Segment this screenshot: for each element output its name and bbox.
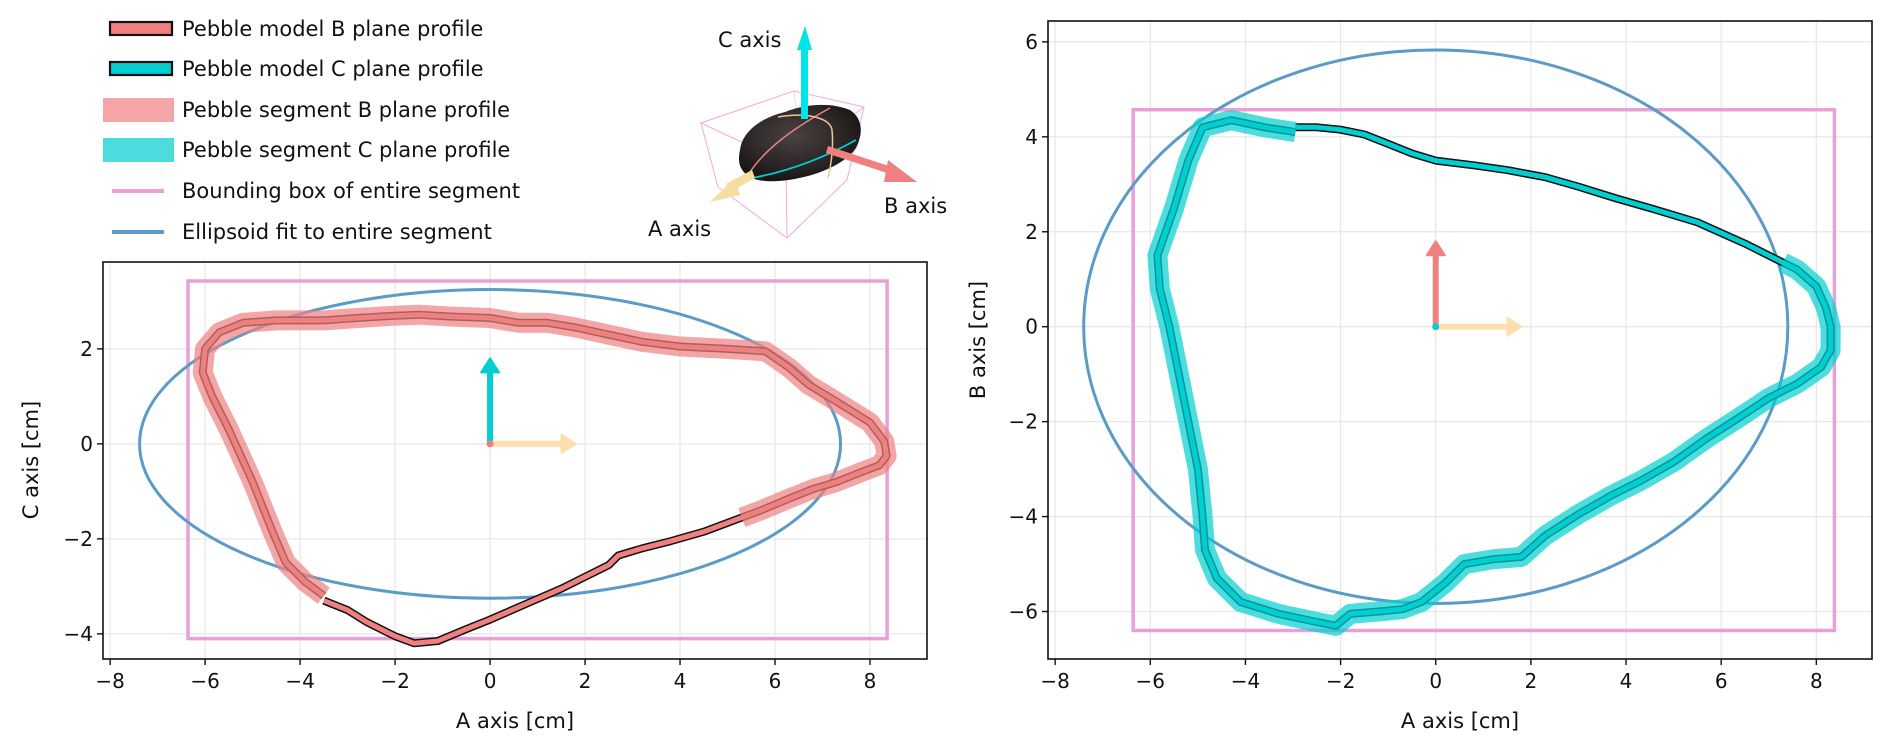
axis-arrow-head xyxy=(480,357,501,374)
x-tick-label: 0 xyxy=(1429,669,1442,693)
axis-arrow-head xyxy=(1425,240,1446,257)
x-axis-label: A axis [cm] xyxy=(456,709,574,733)
x-tick-label: −8 xyxy=(1040,669,1069,693)
legend-label: Pebble model B plane profile xyxy=(182,17,483,41)
c-axis-arrow xyxy=(797,26,812,119)
pebble-c-profile-line xyxy=(751,139,857,179)
y-tick-label: −2 xyxy=(64,527,93,551)
y-tick-label: −6 xyxy=(1009,600,1038,624)
y-tick-label: −4 xyxy=(64,622,93,646)
ticks: −8 −6 −4 −2 0 2 4 6 8 −4 −2 0 2 xyxy=(64,337,877,693)
x-tick-label: −4 xyxy=(285,669,314,693)
legend-swatch xyxy=(108,60,174,77)
x-tick-label: 2 xyxy=(579,669,592,693)
x-tick-label: −2 xyxy=(380,669,409,693)
y-tick-label: 4 xyxy=(1025,125,1038,149)
bounding-box xyxy=(1131,108,1837,633)
axes-frame xyxy=(1047,20,1873,660)
x-tick-label: 4 xyxy=(674,669,687,693)
plot-area xyxy=(138,279,897,648)
a-axis-arrow xyxy=(710,170,755,202)
legend-item-model-b: Pebble model B plane profile xyxy=(108,17,483,41)
segment-profile xyxy=(192,304,897,604)
y-tick-label: −4 xyxy=(1009,505,1038,529)
pebble-b-profile-line xyxy=(749,107,831,173)
y-tick-label: 2 xyxy=(1025,220,1038,244)
ellipsoid-fit xyxy=(1082,48,1790,605)
x-axis-label: A axis [cm] xyxy=(1401,709,1519,733)
y-tick-label: −2 xyxy=(1009,410,1038,434)
x-tick-label: 6 xyxy=(1715,669,1728,693)
pebble-rock xyxy=(738,104,861,182)
x-tick-label: −8 xyxy=(95,669,124,693)
legend-swatch xyxy=(103,98,174,122)
y-tick-label: 0 xyxy=(1025,315,1038,339)
axes-frame xyxy=(102,261,928,660)
x-tick-label: 4 xyxy=(1620,669,1633,693)
legend-label: Pebble segment B plane profile xyxy=(182,98,510,122)
x-tick-label: 8 xyxy=(864,669,877,693)
plot-area xyxy=(1082,48,1841,636)
origin-dot xyxy=(1432,323,1440,331)
y-tick-label: 6 xyxy=(1025,30,1038,54)
legend-label: Pebble model C plane profile xyxy=(182,57,484,81)
y-tick-label: 2 xyxy=(80,337,93,361)
bounding-box xyxy=(186,279,889,641)
axis-arrow-head xyxy=(560,433,577,454)
a-axis-label: A axis xyxy=(648,217,711,241)
ellipsoid-fit xyxy=(138,288,843,600)
b-axis-label: B axis xyxy=(884,194,947,218)
y-axis-label: C axis [cm] xyxy=(19,401,43,519)
b-plane-panel: −8 −6 −4 −2 0 2 4 6 8 −4 −2 0 2 A axis [cm] C axis [… xyxy=(19,261,928,733)
x-tick-label: −6 xyxy=(1136,669,1165,693)
legend-label: Bounding box of entire segment xyxy=(182,179,520,203)
y-axis-label: B axis [cm] xyxy=(966,281,990,399)
legend-item-model-c: Pebble model C plane profile xyxy=(108,57,484,81)
legend-item-segment-b: Pebble segment B plane profile xyxy=(103,98,510,122)
legend: Pebble model B plane profile Pebble mode… xyxy=(103,17,520,244)
x-tick-label: 8 xyxy=(1810,669,1823,693)
pebble-a-profile-line xyxy=(777,114,834,179)
legend-item-segment-c: Pebble segment C plane profile xyxy=(103,138,510,162)
x-tick-label: −2 xyxy=(1326,669,1355,693)
y-tick-label: 0 xyxy=(80,432,93,456)
legend-swatch xyxy=(103,138,174,162)
x-tick-label: −4 xyxy=(1231,669,1260,693)
legend-item-ellipse: Ellipsoid fit to entire segment xyxy=(112,220,492,244)
x-tick-label: 6 xyxy=(769,669,782,693)
c-plane-panel: −8 −6 −4 −2 0 2 4 6 8 −6 −4 −2 0 2 4 6 A axis [cm] B ax… xyxy=(966,20,1873,733)
ticks: −8 −6 −4 −2 0 2 4 6 8 −6 −4 −2 0 2 4 6 xyxy=(1009,30,1823,693)
pebble-3d-inset: C axis B axis A axis xyxy=(648,26,947,241)
axis-arrow-head xyxy=(1506,316,1523,337)
x-tick-label: 0 xyxy=(484,669,497,693)
x-tick-label: 2 xyxy=(1525,669,1538,693)
c-axis-label: C axis xyxy=(718,28,781,52)
x-tick-label: −6 xyxy=(190,669,219,693)
origin-dot xyxy=(486,440,494,448)
segment-profile xyxy=(1147,110,1841,636)
legend-label: Ellipsoid fit to entire segment xyxy=(182,220,492,244)
legend-label: Pebble segment C plane profile xyxy=(182,138,510,162)
legend-item-bbox: Bounding box of entire segment xyxy=(112,179,520,203)
b-axis-arrow xyxy=(826,146,917,182)
legend-swatch xyxy=(108,20,174,37)
